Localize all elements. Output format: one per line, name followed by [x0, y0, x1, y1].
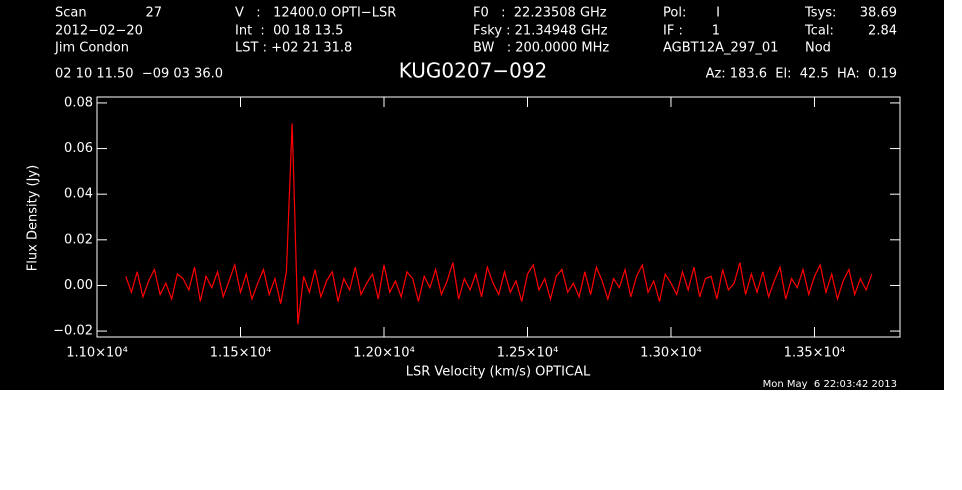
y-tick-label: 0.08: [64, 95, 93, 110]
header-field: 2012−02−20: [55, 24, 143, 39]
header-field: LST : +02 21 31.8: [235, 41, 352, 56]
header-field: Nod: [805, 41, 831, 56]
header-field: AGBT12A_297_01: [663, 41, 778, 56]
header-field: 02 10 11.50 −09 03 36.0: [55, 67, 223, 82]
plot-frame: [96, 96, 901, 338]
x-axis-label: LSR Velocity (km/s) OPTICAL: [406, 365, 591, 380]
timestamp: Mon May 6 22:03:42 2013: [763, 379, 897, 390]
x-tick-label: 1.10×10⁴: [66, 346, 128, 361]
header-field: Scan: [55, 6, 87, 21]
header-field: I: [716, 6, 720, 21]
x-tick-label: 1.15×10⁴: [210, 346, 272, 361]
header-field: Pol:: [663, 6, 686, 21]
header-field: Az: 183.6 El: 42.5 HA: 0.19: [706, 67, 897, 82]
x-tick-label: 1.35×10⁴: [784, 346, 846, 361]
header-field: Tcal:: [804, 24, 834, 39]
header-field: Jim Condon: [54, 41, 129, 56]
header-field: BW : 200.0000 MHz: [473, 41, 609, 56]
x-tick-label: 1.20×10⁴: [353, 346, 415, 361]
y-tick-label: −0.02: [53, 324, 93, 339]
header-field: 2.84: [868, 24, 897, 39]
header-field: V : 12400.0 OPTI−LSR: [235, 6, 396, 21]
y-tick-label: 0.02: [64, 232, 93, 247]
y-tick-label: 0.00: [64, 278, 93, 293]
y-tick-label: 0.04: [64, 187, 93, 202]
header-field: Fsky : 21.34948 GHz: [473, 24, 608, 39]
x-tick-label: 1.25×10⁴: [497, 346, 559, 361]
spectrum-line: [125, 123, 873, 325]
chart-title: KUG0207−092: [399, 59, 548, 83]
y-tick-label: 0.06: [64, 141, 93, 156]
header-field: 1: [712, 24, 720, 39]
header-field: 38.69: [860, 6, 897, 21]
plot-background: [0, 0, 944, 390]
header-field: F0 : 22.23508 GHz: [473, 6, 607, 21]
y-axis-label: Flux Density (Jy): [26, 165, 41, 271]
header-field: IF :: [663, 24, 683, 39]
header-field: 27: [145, 6, 162, 21]
header-field: Int : 00 18 13.5: [235, 24, 343, 39]
x-tick-label: 1.30×10⁴: [640, 346, 702, 361]
header-field: Tsys:: [804, 6, 836, 21]
